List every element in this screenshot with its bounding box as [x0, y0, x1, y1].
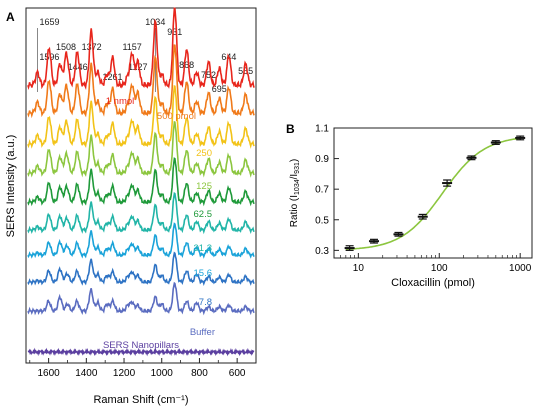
spectrum-line: [27, 251, 255, 286]
spectrum-label: 500 pmol: [157, 111, 196, 122]
peak-label: 931: [167, 27, 182, 37]
peak-label: 1659: [40, 17, 60, 27]
spectrum-line: [27, 222, 255, 259]
panel-b-x-axis-label: Cloxacillin (pmol): [391, 277, 475, 289]
panel-a-x-tick-label: 600: [229, 368, 246, 379]
peak-label: 1508: [56, 42, 76, 52]
panel-b-fit: [345, 137, 521, 251]
panel-a-x-tick-label: 800: [191, 368, 208, 379]
panel-b: B Ratio (I1034/I931) Cloxacillin (pmol) …: [286, 122, 533, 289]
spectrum-line: [27, 120, 255, 178]
panel-a-series-labels: 1 nmol 500 pmol 250 125 62.5 31.3 15.6 7.8 Buffe…: [103, 96, 215, 351]
spectrum-line: [27, 157, 255, 207]
panel-b-x-tick-label: 1000: [509, 263, 532, 274]
panel-b-y-tick-label: 0.5: [315, 215, 329, 226]
panel-a-x-axis-label: Raman Shift (cm⁻¹): [93, 394, 188, 406]
spectrum-line: [27, 281, 255, 316]
spectrum-label: 7.8: [199, 297, 212, 308]
panel-a-x-tick-label: 1000: [151, 368, 174, 379]
panel-a-x-tick-label: 1200: [113, 368, 136, 379]
panel-b-y-tick-label: 1.1: [315, 124, 329, 135]
peak-label: 1372: [82, 42, 102, 52]
spectrum-label: 62.5: [194, 209, 213, 220]
panel-b-x-tick-label: 100: [431, 263, 448, 274]
panel-a-spectra: [27, 7, 255, 357]
panel-a-x-tick-label: 1600: [37, 368, 60, 379]
peak-label: 1127: [128, 62, 147, 72]
peak-label: 1446: [68, 62, 88, 72]
peak-label: 868: [179, 60, 194, 70]
panel-b-y-axis-label: Ratio (I1034/I931): [289, 159, 301, 227]
panel-a-frame: [25, 7, 257, 364]
panel-b-ticks: 0.3 0.5 0.7 0.9 1.1 10 100 1000: [315, 124, 532, 275]
panel-b-points: [344, 135, 526, 251]
spectrum-label: 125: [196, 181, 212, 192]
spectrum-label: SERS Nanopillars: [103, 340, 179, 351]
panel-a-y-axis-label: SERS Intensity (a.u.): [5, 135, 17, 238]
spectrum-label: 1 nmol: [106, 96, 135, 107]
panel-b-y-tick-label: 0.7: [315, 185, 329, 196]
spectrum-line: [27, 84, 255, 149]
peak-label: 1261: [103, 72, 123, 82]
panel-a-letter: A: [6, 10, 15, 24]
spectrum-label: Buffer: [190, 327, 215, 338]
spectrum-label: 31.3: [194, 243, 213, 254]
panel-a-x-ticks: 1600 1400 1200 1000 800 600: [29, 358, 257, 379]
panel-b-fit-curve: [345, 137, 521, 251]
spectrum-label: 15.6: [194, 268, 213, 279]
panel-b-letter: B: [286, 122, 295, 136]
peak-label: 695: [212, 84, 227, 94]
peak-label: 555: [238, 66, 253, 76]
spectrum-line: [27, 7, 255, 91]
peak-label: 752: [201, 70, 216, 80]
spectrum-line: [27, 192, 255, 235]
spectrum-line: [27, 347, 255, 357]
panel-b-y-tick-label: 0.9: [315, 154, 329, 165]
peak-label: 1157: [122, 42, 141, 52]
panel-a: A SERS Intensity (a.u.) Raman Shift (cm⁻…: [5, 7, 257, 406]
panel-b-x-tick-label: 10: [353, 263, 365, 274]
spectrum-line: [27, 44, 255, 119]
panel-b-frame: [333, 127, 533, 259]
spectrum-label: 250: [196, 148, 212, 159]
peak-label: 1596: [39, 52, 59, 62]
panel-b-y-tick-label: 0.3: [315, 246, 329, 257]
panel-a-x-tick-label: 1400: [75, 368, 98, 379]
